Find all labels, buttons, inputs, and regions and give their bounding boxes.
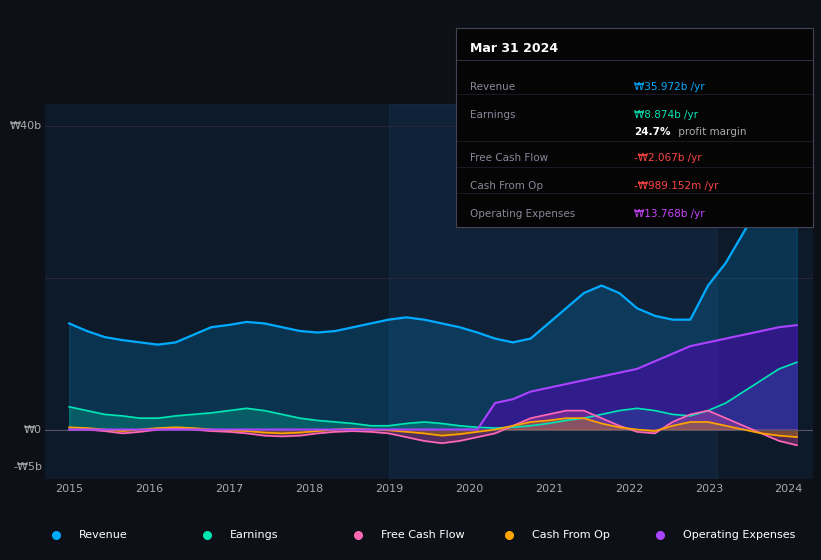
Text: Operating Expenses: Operating Expenses (470, 209, 576, 219)
Text: -₩989.152m /yr: -₩989.152m /yr (635, 181, 718, 191)
Text: Cash From Op: Cash From Op (470, 181, 543, 191)
Text: Revenue: Revenue (470, 82, 515, 92)
Text: Operating Expenses: Operating Expenses (683, 530, 796, 540)
Text: Mar 31 2024: Mar 31 2024 (470, 42, 558, 55)
Text: Cash From Op: Cash From Op (532, 530, 610, 540)
Bar (389, 104, 717, 479)
Text: 2018: 2018 (295, 484, 323, 494)
Text: 24.7%: 24.7% (635, 128, 671, 137)
Text: 2023: 2023 (695, 484, 723, 494)
Text: ₩8.874b /yr: ₩8.874b /yr (635, 110, 698, 119)
Text: Free Cash Flow: Free Cash Flow (381, 530, 465, 540)
Text: -₩2.067b /yr: -₩2.067b /yr (635, 153, 702, 164)
Text: 2016: 2016 (135, 484, 163, 494)
Text: profit margin: profit margin (676, 128, 747, 137)
Text: 2024: 2024 (775, 484, 803, 494)
Text: Earnings: Earnings (470, 110, 516, 119)
Text: 2021: 2021 (534, 484, 563, 494)
Text: Revenue: Revenue (79, 530, 127, 540)
Text: ₩13.768b /yr: ₩13.768b /yr (635, 209, 705, 219)
Text: ₩0: ₩0 (24, 424, 42, 435)
Text: 2017: 2017 (215, 484, 243, 494)
Text: 2019: 2019 (375, 484, 403, 494)
Text: 2022: 2022 (615, 484, 643, 494)
Text: 2020: 2020 (455, 484, 483, 494)
Text: ₩35.972b /yr: ₩35.972b /yr (635, 82, 705, 92)
Text: Free Cash Flow: Free Cash Flow (470, 153, 548, 164)
Text: -₩5b: -₩5b (13, 463, 42, 473)
Text: 2015: 2015 (55, 484, 83, 494)
Text: Earnings: Earnings (230, 530, 278, 540)
Text: ₩40b: ₩40b (10, 122, 42, 132)
